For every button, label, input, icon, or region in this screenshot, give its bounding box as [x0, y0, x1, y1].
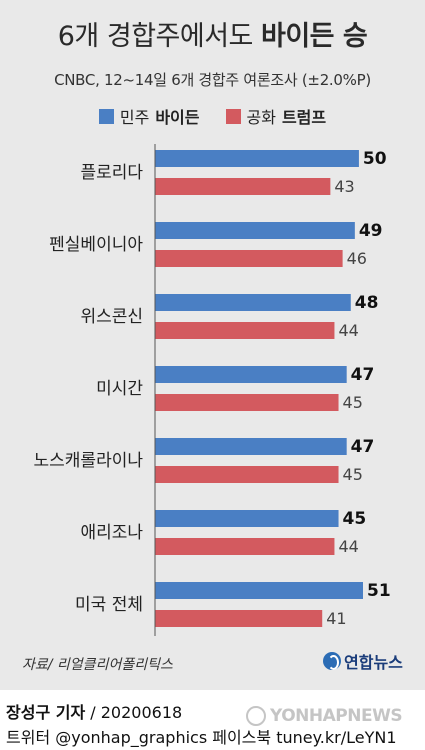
category-label: 노스캐롤라이나	[34, 451, 144, 471]
bar-republican	[155, 250, 343, 267]
watermark: YONHAPNEWS	[246, 706, 403, 726]
bar-republican	[155, 538, 335, 555]
bar-republican	[155, 466, 339, 483]
category-label: 미시간	[96, 379, 143, 399]
bar-republican	[155, 322, 335, 339]
data-label-democrat: 48	[355, 293, 379, 313]
title-highlight: 바이든 승	[260, 21, 368, 52]
bar-democrat	[155, 438, 347, 455]
bar-democrat	[155, 222, 355, 239]
source-note: 자료/ 리얼클리어폴리틱스	[22, 657, 173, 673]
bar-democrat	[155, 510, 339, 527]
chart-subtitle: CNBC, 12~14일 6개 경합주 여론조사 (±2.0%P)	[54, 71, 371, 89]
yonhap-logo: 연합뉴스	[323, 649, 403, 673]
data-label-republican: 44	[338, 537, 358, 556]
data-label-democrat: 50	[363, 149, 387, 169]
legend-party-democrat: 민주	[119, 108, 150, 127]
category-label: 위스콘신	[80, 307, 143, 327]
bar-democrat	[155, 366, 347, 383]
yonhap-logo-text: 연합뉴스	[344, 653, 403, 672]
bar-republican	[155, 610, 323, 627]
legend-item-democrat: 민주 바이든	[98, 104, 200, 128]
category-label: 애리조나	[80, 523, 143, 543]
legend-swatch-republican	[225, 108, 241, 124]
legend: 민주 바이든 공화 트럼프	[0, 104, 425, 128]
category-label: 미국 전체	[75, 595, 143, 615]
legend-item-republican: 공화 트럼프	[225, 104, 327, 128]
data-label-republican: 45	[343, 393, 363, 412]
data-label-republican: 44	[338, 321, 358, 340]
data-label-democrat: 51	[367, 581, 391, 601]
category-label: 플로리다	[80, 163, 143, 183]
data-label-democrat: 49	[359, 221, 383, 241]
legend-party-republican: 공화	[246, 108, 276, 127]
category-label: 펜실베이니아	[49, 235, 143, 255]
data-label-republican: 45	[343, 465, 363, 484]
watermark-text: YONHAPNEWS	[270, 706, 403, 726]
bar-chart: 플로리다 50 43 펜실베이니아 49 46 위스콘신 48 44 미시간 47 45 노스캐롤라이나…	[34, 144, 391, 636]
legend-candidate-democrat: 바이든	[155, 108, 200, 127]
footer-credit: 장성구 기자 / 20200618	[6, 699, 182, 723]
data-label-republican: 46	[347, 249, 367, 268]
bar-republican	[155, 178, 331, 195]
author-name: 장성구 기자	[6, 703, 86, 722]
data-label-republican: 43	[334, 177, 354, 196]
data-label-republican: 41	[326, 609, 346, 628]
data-label-democrat: 45	[343, 509, 367, 529]
yonhap-logo-icon	[323, 652, 341, 670]
chart-title: 6개 경합주에서도 바이든 승	[0, 14, 425, 53]
legend-candidate-republican: 트럼프	[281, 108, 327, 127]
chart-panel	[0, 0, 425, 690]
bar-democrat	[155, 150, 359, 167]
bar-republican	[155, 394, 339, 411]
footer-social: 트위터 @yonhap_graphics 페이스북 tuney.kr/LeYN1	[6, 728, 397, 747]
bar-democrat	[155, 582, 363, 599]
watermark-icon	[246, 706, 266, 726]
data-label-democrat: 47	[351, 365, 375, 385]
title-prefix: 6개 경합주에서도	[57, 21, 261, 52]
legend-swatch-democrat	[98, 108, 114, 124]
publish-date: / 20200618	[85, 703, 183, 722]
data-label-democrat: 47	[351, 437, 375, 457]
bar-democrat	[155, 294, 351, 311]
